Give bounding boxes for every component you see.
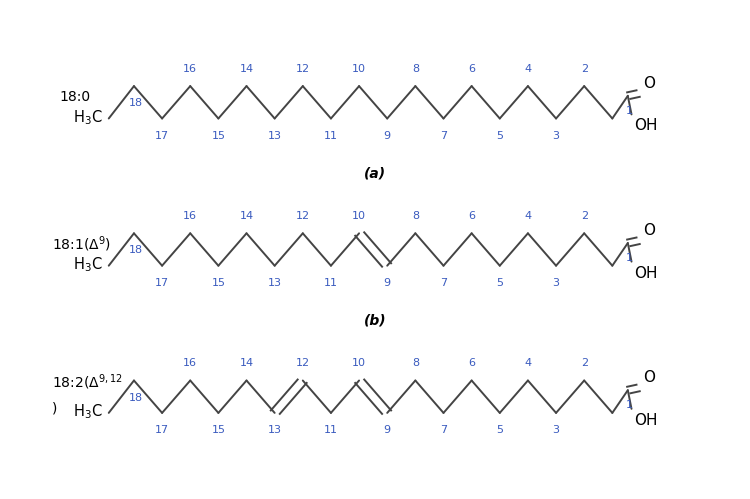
Text: 14: 14: [239, 358, 254, 368]
Text: OH: OH: [634, 265, 657, 280]
Text: OH: OH: [634, 118, 657, 133]
Text: O: O: [643, 76, 655, 91]
Text: 6: 6: [468, 64, 476, 74]
Text: (a): (a): [364, 167, 386, 181]
Text: 15: 15: [211, 425, 226, 435]
Text: H$_3$C: H$_3$C: [74, 108, 103, 127]
Text: 17: 17: [155, 278, 170, 288]
Text: 12: 12: [296, 64, 310, 74]
Text: 18:2($\Delta^{9,12}$: 18:2($\Delta^{9,12}$: [53, 372, 123, 392]
Text: 13: 13: [268, 131, 282, 141]
Text: 5: 5: [496, 425, 503, 435]
Text: ): ): [53, 402, 58, 416]
Text: OH: OH: [634, 413, 657, 428]
Text: 10: 10: [352, 211, 366, 221]
Text: 7: 7: [440, 425, 447, 435]
Text: 2: 2: [580, 211, 588, 221]
Text: 1: 1: [626, 400, 633, 410]
Text: 9: 9: [384, 131, 391, 141]
Text: 14: 14: [239, 211, 254, 221]
Text: 10: 10: [352, 64, 366, 74]
Text: 11: 11: [324, 425, 338, 435]
Text: 3: 3: [553, 131, 560, 141]
Text: 16: 16: [183, 358, 197, 368]
Text: 14: 14: [239, 64, 254, 74]
Text: 2: 2: [580, 358, 588, 368]
Text: H$_3$C: H$_3$C: [74, 255, 103, 274]
Text: O: O: [643, 223, 655, 238]
Text: O: O: [643, 370, 655, 385]
Text: 18: 18: [129, 393, 143, 403]
Text: 10: 10: [352, 358, 366, 368]
Text: H$_3$C: H$_3$C: [74, 403, 103, 421]
Text: 1: 1: [626, 252, 633, 263]
Text: 15: 15: [211, 131, 226, 141]
Text: 3: 3: [553, 278, 560, 288]
Text: 8: 8: [412, 358, 419, 368]
Text: 8: 8: [412, 211, 419, 221]
Text: 18: 18: [129, 246, 143, 255]
Text: 18: 18: [129, 98, 143, 108]
Text: 12: 12: [296, 211, 310, 221]
Text: 12: 12: [296, 358, 310, 368]
Text: 11: 11: [324, 278, 338, 288]
Text: (b): (b): [364, 314, 386, 328]
Text: 6: 6: [468, 358, 476, 368]
Text: 7: 7: [440, 131, 447, 141]
Text: 9: 9: [384, 278, 391, 288]
Text: 9: 9: [384, 425, 391, 435]
Text: 3: 3: [553, 425, 560, 435]
Text: 13: 13: [268, 278, 282, 288]
Text: 18:1($\Delta^9$): 18:1($\Delta^9$): [53, 235, 111, 254]
Text: 2: 2: [580, 64, 588, 74]
Text: 16: 16: [183, 211, 197, 221]
Text: 4: 4: [524, 211, 532, 221]
Text: 8: 8: [412, 64, 419, 74]
Text: 6: 6: [468, 211, 476, 221]
Text: 5: 5: [496, 278, 503, 288]
Text: 16: 16: [183, 64, 197, 74]
Text: 17: 17: [155, 131, 170, 141]
Text: 13: 13: [268, 425, 282, 435]
Text: 1: 1: [626, 105, 633, 116]
Text: 5: 5: [496, 131, 503, 141]
Text: 4: 4: [524, 358, 532, 368]
Text: 4: 4: [524, 64, 532, 74]
Text: 7: 7: [440, 278, 447, 288]
Text: 11: 11: [324, 131, 338, 141]
Text: 17: 17: [155, 425, 170, 435]
Text: 18:0: 18:0: [60, 90, 91, 104]
Text: 15: 15: [211, 278, 226, 288]
